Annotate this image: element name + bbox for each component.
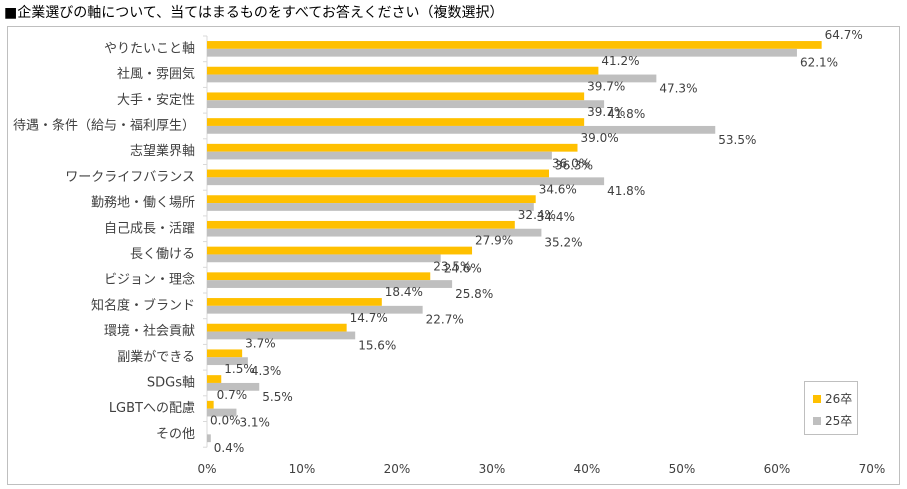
data-label-26: 27.9%: [475, 234, 513, 248]
x-tick-label: 70%: [859, 462, 886, 476]
data-label-25: 22.7%: [426, 313, 464, 327]
data-label-26: 34.6%: [539, 182, 577, 196]
x-tick-label: 50%: [669, 462, 696, 476]
bar-25: [207, 74, 657, 83]
category-label: 勤務地・働く場所: [91, 196, 195, 211]
data-label-26: 36.0%: [552, 157, 590, 171]
data-label-26: 39.7%: [587, 79, 625, 93]
data-label-26: 23.5%: [433, 259, 471, 273]
data-label-26: 0.7%: [217, 388, 248, 402]
data-label-25: 25.8%: [455, 287, 493, 301]
data-label-26: 0.0%: [210, 414, 241, 428]
category-label: 待遇・条件（給与・福利厚生）: [13, 117, 195, 133]
x-tick-label: 0%: [197, 462, 216, 476]
bar-26: [207, 92, 585, 101]
category-label: SDGs軸: [147, 375, 195, 390]
legend-swatch-25: [813, 416, 821, 425]
data-label-25: 41.8%: [607, 107, 645, 121]
bar-25: [207, 305, 423, 314]
legend-swatch-26: [813, 394, 821, 403]
data-label-25: 4.3%: [251, 364, 282, 378]
chart-title: ■企業選びの軸について、当てはまるものをすべてお答えください（複数選択）: [4, 5, 504, 21]
bar-26: [207, 400, 214, 409]
data-label-26: 39.0%: [581, 131, 619, 145]
legend-label-26: 26卒: [825, 392, 853, 406]
bar-25: [207, 331, 356, 340]
bar-26: [207, 272, 431, 281]
data-label-25: 5.5%: [262, 390, 293, 404]
legend-item-26: 26卒: [813, 390, 852, 407]
bar-26: [207, 323, 347, 332]
category-label: やりたいこと軸: [104, 41, 195, 56]
category-label: 自己成長・活躍: [104, 221, 195, 236]
chart-frame: やりたいこと軸 64.7% 62.1% 社風・雰囲気 41.2% 47.3% 大手・安定性 3…: [7, 26, 900, 485]
legend: 26卒 25卒: [804, 381, 858, 435]
bar-25: [207, 434, 211, 443]
data-label-25: 34.4%: [537, 210, 575, 224]
bar-25: [207, 382, 260, 391]
legend-item-25: 25卒: [813, 412, 852, 429]
bar-25: [207, 151, 552, 160]
category-label: 社風・雰囲気: [117, 66, 195, 82]
data-label-25: 53.5%: [718, 133, 756, 147]
data-label-26: 41.2%: [601, 54, 639, 68]
category-label: 副業ができる: [117, 349, 195, 365]
bar-25: [207, 48, 797, 57]
x-tick-label: 20%: [384, 462, 411, 476]
bar-25: [207, 357, 248, 366]
bar-26: [207, 195, 536, 204]
data-label-26: 1.5%: [224, 362, 255, 376]
bar-25: [207, 125, 716, 134]
data-label-26: 18.4%: [385, 285, 423, 299]
data-label-25: 62.1%: [800, 56, 838, 70]
bar-25: [207, 408, 237, 417]
category-label: ワークライフバランス: [65, 170, 195, 185]
category-label: LGBTへの配慮: [109, 401, 195, 416]
category-label: ビジョン・理念: [104, 272, 195, 288]
category-label: その他: [156, 427, 195, 442]
bar-26: [207, 41, 822, 49]
x-tick-label: 60%: [764, 462, 791, 476]
data-label-25: 47.3%: [659, 81, 697, 95]
bar-26: [207, 143, 578, 152]
bar-26: [207, 66, 599, 75]
data-label-25: 0.4%: [214, 441, 245, 455]
x-tick-label: 10%: [289, 462, 316, 476]
bar-25: [207, 228, 542, 237]
bar-26: [207, 246, 473, 255]
data-label-25: 35.2%: [544, 236, 582, 250]
data-label-25: 41.8%: [607, 184, 645, 198]
bar-25: [207, 203, 534, 211]
bar-26: [207, 118, 585, 126]
bar-26: [207, 169, 549, 178]
category-label: 大手・安定性: [117, 93, 195, 108]
category-label: 知名度・ブランド: [91, 297, 195, 313]
bar-26: [207, 220, 515, 229]
data-label-26: 32.4%: [518, 208, 556, 222]
bar-26: [207, 375, 222, 383]
data-label-25: 15.6%: [358, 338, 396, 352]
x-tick-label: 30%: [479, 462, 506, 476]
category-label: 長く働ける: [130, 247, 195, 262]
bar-25: [207, 280, 453, 288]
legend-label-25: 25卒: [825, 414, 853, 428]
category-label: 環境・社会貢献: [104, 323, 195, 339]
data-label-26: 14.7%: [350, 311, 388, 325]
data-label-25: 3.1%: [239, 415, 270, 429]
data-label-26: 39.7%: [587, 105, 625, 119]
bar-25: [207, 254, 441, 263]
data-label-25: 24.6%: [444, 261, 482, 275]
bar-25: [207, 100, 605, 109]
x-tick-label: 40%: [574, 462, 601, 476]
bar-25: [207, 177, 605, 186]
data-label-26: 64.7%: [825, 28, 863, 42]
category-label: 志望業界軸: [130, 143, 195, 159]
bar-26: [207, 349, 243, 358]
bar-chart: やりたいこと軸 64.7% 62.1% 社風・雰囲気 41.2% 47.3% 大手・安定性 3…: [13, 28, 886, 476]
data-label-26: 3.7%: [245, 336, 276, 350]
data-label-25: 36.3%: [555, 158, 593, 172]
bar-26: [207, 298, 382, 306]
